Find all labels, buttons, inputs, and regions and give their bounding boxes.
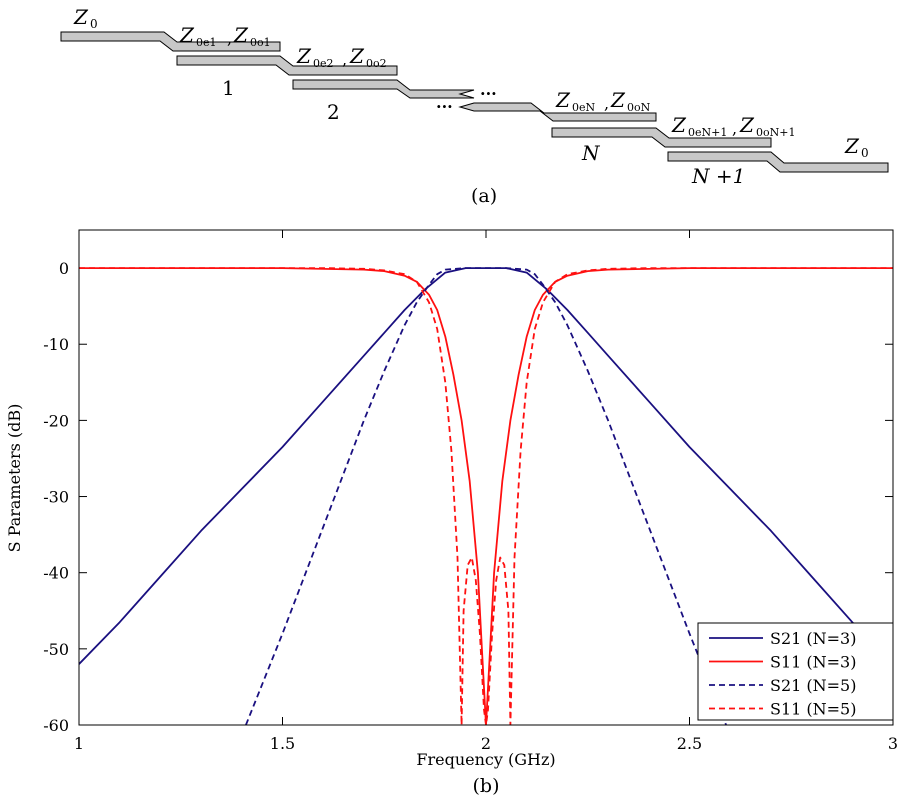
y-axis-label: S Parameters (dB) <box>5 404 24 553</box>
legend-label: S21 (N=5) <box>770 676 856 695</box>
section-n1-ze-sub: 0eN+1 <box>688 126 727 139</box>
y-tick-label: -50 <box>43 640 69 659</box>
x-tick-label: 2 <box>481 734 491 753</box>
series-line-s11-n-5 <box>79 267 893 725</box>
microstrip-segment <box>667 151 889 173</box>
s-parameter-chart: 1 1.5 2 2.5 3 0 -10 -20 -30 -40 -50 -60 Frequency … <box>5 229 898 797</box>
output-port-label: Z 0 <box>844 134 869 160</box>
y-tick-label: 0 <box>59 259 69 278</box>
input-port-z: Z <box>73 5 89 29</box>
section-n1-zo: Z <box>739 113 755 137</box>
section-1-zo: Z <box>233 23 249 47</box>
microstrip-segment <box>60 31 281 52</box>
caption-b: (b) <box>473 775 500 797</box>
x-tick-labels: 1 1.5 2 2.5 3 <box>74 734 898 753</box>
ellipsis-top: ··· <box>480 84 497 103</box>
section-n1-zo-sub: 0oN+1 <box>756 126 795 139</box>
x-tick-label: 1.5 <box>270 734 295 753</box>
microstrip-segment <box>292 79 475 99</box>
section-1-sep: , <box>227 29 232 48</box>
section-2-ze-sub: 0e2 <box>313 57 334 70</box>
input-port-sub: 0 <box>90 17 98 31</box>
section-n-zo-sub: 0oN <box>627 101 651 114</box>
section-n-ze: Z <box>555 88 571 112</box>
legend-label: S11 (N=5) <box>770 700 856 719</box>
microstrip-segment <box>458 102 657 122</box>
section-1-label: Z 0e1 , Z 0o1 1 <box>179 23 271 100</box>
x-tick-label: 3 <box>888 734 898 753</box>
x-axis-label: Frequency (GHz) <box>416 750 555 769</box>
section-n-ze-sub: 0eN <box>572 101 596 114</box>
section-2-label: Z 0e2 , Z 0o2 2 <box>296 44 387 124</box>
legend-items: S21 (N=3) S11 (N=3) S21 (N=5) S11 (N=5) <box>709 629 856 719</box>
section-2-index: 2 <box>327 100 340 124</box>
y-tick-label: -30 <box>43 488 69 507</box>
series-line-s21-n-5 <box>245 267 727 725</box>
plot-frame <box>78 229 894 726</box>
section-2-ze: Z <box>296 44 312 68</box>
section-n-sep: , <box>604 94 609 113</box>
section-1-ze: Z <box>179 23 195 47</box>
microstrip-layout <box>60 31 889 173</box>
y-tick-labels: 0 -10 -20 -30 -40 -50 -60 <box>43 259 69 735</box>
section-2-sep: , <box>342 50 347 69</box>
legend: S21 (N=3) S11 (N=3) S21 (N=5) S11 (N=5) <box>697 622 894 721</box>
coupled-line-diagram: Z 0 Z 0e1 , Z 0o1 1 Z 0e2 , Z 0o2 2 ··· … <box>60 5 889 207</box>
input-port-label: Z 0 <box>73 5 98 31</box>
section-1-index: 1 <box>222 76 235 100</box>
section-2-zo-sub: 0o2 <box>366 57 387 70</box>
series-lines <box>79 267 893 725</box>
x-tick-label: 1 <box>74 734 84 753</box>
section-n-zo: Z <box>610 88 626 112</box>
output-port-sub: 0 <box>861 146 869 160</box>
caption-a: (a) <box>471 185 497 207</box>
section-n1-ze: Z <box>671 113 687 137</box>
y-tick-label: -10 <box>43 335 69 354</box>
output-port-z: Z <box>844 134 860 158</box>
microstrip-segment <box>176 55 398 76</box>
section-1-zo-sub: 0o1 <box>250 36 271 49</box>
section-n1-sep: , <box>732 119 737 138</box>
microstrip-segment <box>551 127 772 148</box>
section-n-label: Z 0eN , Z 0oN N <box>555 88 651 165</box>
section-n1-index: N +1 <box>691 164 745 188</box>
legend-label: S21 (N=3) <box>770 629 856 648</box>
y-tick-label: -60 <box>43 716 69 735</box>
section-1-ze-sub: 0e1 <box>196 36 217 49</box>
legend-label: S11 (N=3) <box>770 653 856 672</box>
section-n-index: N <box>581 141 601 165</box>
legend-box <box>697 622 894 721</box>
x-tick-label: 2.5 <box>677 734 702 753</box>
ellipsis-bottom: ··· <box>436 97 453 116</box>
section-2-zo: Z <box>349 44 365 68</box>
y-tick-label: -40 <box>43 564 69 583</box>
y-tick-label: -20 <box>43 411 69 430</box>
section-n-plus-1-label: Z 0eN+1 , Z 0oN+1 N +1 <box>671 113 795 188</box>
